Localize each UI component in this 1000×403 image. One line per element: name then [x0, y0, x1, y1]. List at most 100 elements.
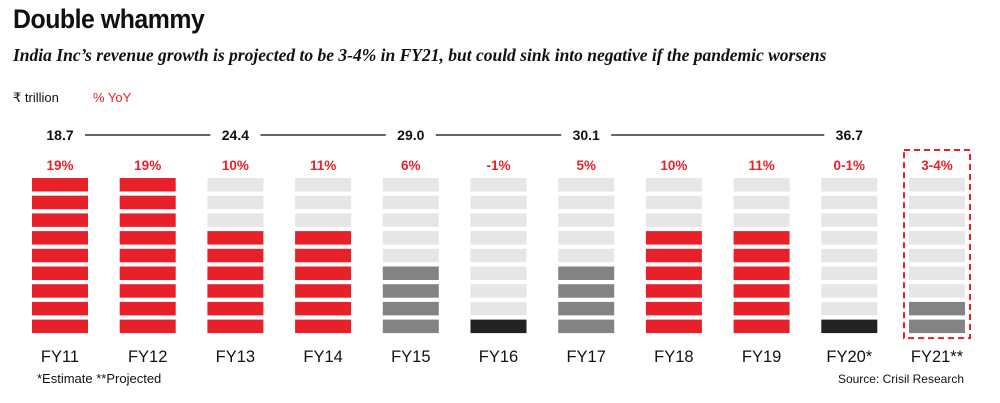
bar-segment-filled — [207, 231, 264, 245]
x-tick-label: FY13 — [216, 348, 255, 366]
bar-segment-filled — [558, 301, 615, 316]
x-tick-label: FY21** — [911, 348, 964, 366]
bar-segment-filled — [207, 248, 264, 263]
bar-segment-empty — [821, 301, 878, 316]
bar-segment-empty — [558, 231, 615, 245]
yoy-label: 10% — [222, 158, 249, 173]
bar-segment-filled — [32, 178, 88, 192]
x-tick-label: FY16 — [479, 348, 518, 366]
bar-segment-filled — [119, 266, 176, 280]
bar-segment-empty — [207, 195, 264, 210]
bar-segment-filled — [32, 284, 88, 298]
bar-segment-filled — [119, 231, 176, 245]
bar-segment-empty — [558, 213, 615, 227]
bar-segment-empty — [470, 231, 527, 245]
bar-segment-empty — [821, 266, 878, 280]
bar-segment-empty — [470, 195, 527, 210]
bar-segment-empty — [470, 248, 527, 263]
bar-segment-filled — [821, 319, 878, 334]
projection-highlight-box — [903, 149, 971, 340]
bar-segment-filled — [470, 319, 527, 334]
bar-segment-filled — [733, 301, 790, 316]
bar-segment-empty — [821, 195, 878, 210]
bar-segment-empty — [470, 284, 527, 298]
bar-segment-filled — [295, 301, 352, 316]
bar-segment-empty — [470, 213, 527, 227]
legend-yoy-label: % YoY — [93, 90, 132, 105]
yoy-label: 11% — [310, 158, 336, 173]
bar-segment-filled — [119, 178, 176, 192]
bar-segment-filled — [295, 266, 352, 280]
bar-segment-filled — [295, 284, 352, 298]
revenue-label: 30.1 — [573, 127, 600, 143]
bar-segment-filled — [909, 301, 965, 316]
bar-segment-filled — [382, 301, 439, 316]
bar-segment-empty — [733, 178, 790, 192]
revenue-label: 24.4 — [222, 127, 249, 143]
bar-segment-filled — [119, 248, 176, 263]
bar-segment-filled — [645, 248, 702, 263]
x-tick-label: FY18 — [654, 348, 693, 366]
bar-segment-filled — [645, 319, 702, 334]
bar-segment-filled — [645, 284, 702, 298]
bar-segment-filled — [32, 231, 88, 245]
bar-segment-filled — [207, 284, 264, 298]
bar-segment-empty — [909, 248, 965, 263]
x-tick-label: FY12 — [128, 348, 167, 366]
bar-segment-filled — [733, 231, 790, 245]
yoy-label: -1% — [486, 158, 510, 173]
bar-segment-empty — [909, 284, 965, 298]
yoy-label: 10% — [660, 158, 687, 173]
bar-segment-filled — [119, 301, 176, 316]
bar-segment-empty — [821, 178, 878, 192]
bar-segment-empty — [207, 178, 264, 192]
bar-segment-empty — [909, 231, 965, 245]
chart-title: Double whammy — [13, 4, 205, 34]
bar-segment-filled — [558, 284, 615, 298]
bar-segment-filled — [645, 301, 702, 316]
bar-segment-empty — [382, 195, 439, 210]
bar-segment-filled — [558, 266, 615, 280]
bar-segment-empty — [733, 213, 790, 227]
revenue-label: 36.7 — [836, 127, 863, 143]
bar-segment-empty — [909, 213, 965, 227]
bar-segment-filled — [382, 319, 439, 334]
bar-segment-filled — [733, 266, 790, 280]
bar-segment-empty — [909, 195, 965, 210]
bar-segment-empty — [382, 231, 439, 245]
bar-segment-empty — [558, 195, 615, 210]
bar-segment-empty — [382, 213, 439, 227]
bar-segment-empty — [295, 195, 352, 210]
bar-segment-empty — [382, 248, 439, 263]
bar-segment-filled — [207, 301, 264, 316]
bar-segment-empty — [470, 178, 527, 192]
bar-segment-empty — [558, 248, 615, 263]
bar-segment-empty — [645, 213, 702, 227]
bar-segment-filled — [295, 319, 352, 334]
bar-segment-filled — [382, 284, 439, 298]
bar-segment-filled — [119, 195, 176, 210]
yoy-label: 3-4% — [921, 158, 953, 173]
bar-segment-empty — [821, 231, 878, 245]
revenue-label: 29.0 — [397, 127, 424, 143]
bar-segment-filled — [119, 213, 176, 227]
x-tick-label: FY14 — [303, 348, 342, 366]
bar-segment-empty — [645, 178, 702, 192]
bar-segment-filled — [295, 248, 352, 263]
bar-segment-filled — [32, 213, 88, 227]
bar-segment-filled — [207, 319, 264, 334]
segmented-bar-chart: 18.7 24.4 29.0 30.1 36.7 19% FY11 19% FY12 10% FY1… — [32, 127, 971, 366]
bar-segment-empty — [821, 213, 878, 227]
bar-segment-empty — [295, 213, 352, 227]
bar-segment-empty — [909, 178, 965, 192]
bar-segment-filled — [558, 319, 615, 334]
bar-segment-filled — [32, 248, 88, 263]
yoy-label: 19% — [46, 158, 73, 173]
yoy-label: 6% — [401, 158, 421, 173]
bar-segment-filled — [119, 284, 176, 298]
bar-segment-empty — [733, 195, 790, 210]
yoy-label: 0-1% — [834, 158, 866, 173]
x-tick-label: FY20* — [826, 348, 872, 366]
bar-segment-filled — [382, 266, 439, 280]
bar-segment-filled — [32, 195, 88, 210]
